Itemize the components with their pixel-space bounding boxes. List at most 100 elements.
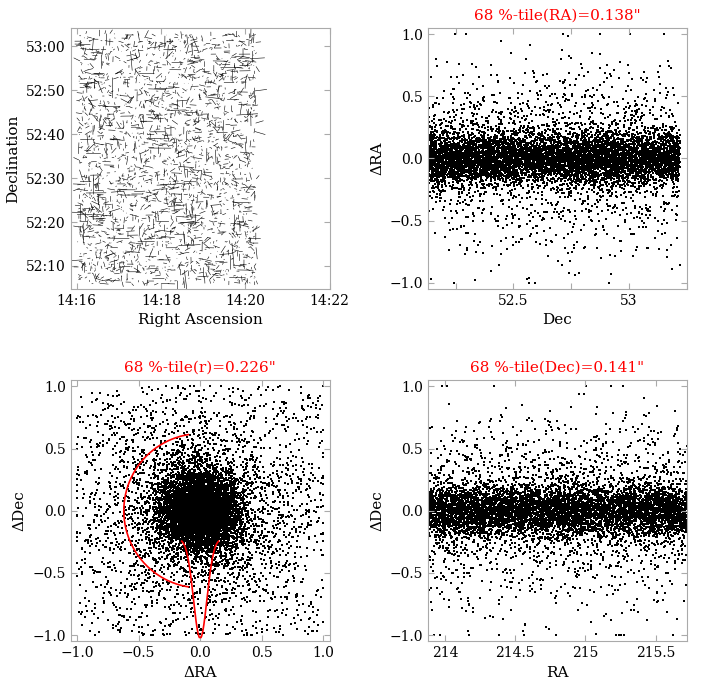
Point bbox=[203, 500, 215, 512]
Point bbox=[454, 158, 465, 169]
Point bbox=[582, 129, 593, 140]
Point bbox=[510, 160, 522, 171]
Point bbox=[568, 165, 579, 176]
Point bbox=[202, 498, 213, 510]
Point bbox=[675, 506, 686, 517]
Point bbox=[505, 93, 516, 104]
Point bbox=[656, 156, 668, 167]
Point bbox=[522, 153, 533, 164]
Point bbox=[423, 508, 435, 519]
Point bbox=[603, 503, 614, 514]
Point bbox=[173, 512, 184, 523]
Point bbox=[515, 498, 526, 510]
Point bbox=[656, 484, 668, 496]
Point bbox=[452, 507, 464, 519]
Point bbox=[295, 381, 307, 392]
Point bbox=[492, 511, 503, 522]
Point bbox=[202, 549, 213, 560]
Point bbox=[658, 149, 669, 160]
Point bbox=[622, 498, 634, 510]
Point bbox=[177, 518, 188, 529]
Point bbox=[514, 116, 525, 127]
Point bbox=[627, 488, 639, 499]
Point bbox=[536, 159, 547, 170]
Point bbox=[541, 147, 552, 158]
Point bbox=[607, 513, 619, 524]
Point bbox=[514, 490, 525, 501]
Point bbox=[112, 604, 123, 615]
Point bbox=[224, 537, 236, 549]
Point bbox=[632, 162, 644, 174]
Point bbox=[161, 457, 173, 468]
Point bbox=[210, 492, 222, 503]
Point bbox=[617, 508, 629, 519]
Point bbox=[538, 167, 549, 178]
Point bbox=[162, 514, 173, 525]
Point bbox=[462, 509, 473, 520]
Point bbox=[159, 528, 171, 539]
Point bbox=[543, 160, 554, 171]
Point bbox=[612, 520, 624, 531]
Point bbox=[188, 492, 199, 503]
Point bbox=[211, 512, 222, 523]
Point bbox=[570, 489, 581, 500]
Point bbox=[667, 491, 678, 503]
Point bbox=[576, 129, 588, 140]
Point bbox=[486, 160, 497, 171]
Point bbox=[207, 468, 219, 479]
Point bbox=[430, 146, 441, 158]
Point bbox=[455, 157, 466, 168]
Point bbox=[552, 153, 563, 164]
Point bbox=[518, 143, 529, 154]
Point bbox=[593, 149, 604, 160]
Point bbox=[439, 440, 450, 451]
Point bbox=[95, 515, 106, 526]
Point bbox=[572, 516, 583, 527]
Point bbox=[190, 503, 201, 514]
Point bbox=[433, 504, 445, 515]
Point bbox=[470, 167, 481, 178]
Point bbox=[531, 497, 542, 508]
Point bbox=[502, 498, 513, 510]
Point bbox=[663, 497, 674, 508]
Point bbox=[173, 520, 184, 531]
Point bbox=[566, 496, 578, 507]
Point bbox=[506, 605, 517, 616]
Point bbox=[152, 519, 163, 530]
Point bbox=[497, 512, 508, 523]
Point bbox=[178, 510, 190, 521]
Point bbox=[426, 139, 438, 150]
Point bbox=[182, 444, 193, 455]
Point bbox=[196, 511, 207, 522]
Point bbox=[445, 518, 456, 529]
Point bbox=[443, 518, 455, 529]
Point bbox=[650, 505, 661, 516]
Point bbox=[463, 533, 474, 544]
Point bbox=[112, 492, 123, 503]
Point bbox=[477, 489, 489, 500]
Point bbox=[240, 502, 251, 513]
Point bbox=[169, 530, 180, 542]
Point bbox=[510, 467, 521, 478]
Point bbox=[182, 517, 193, 528]
Point bbox=[202, 512, 214, 523]
Point bbox=[202, 505, 213, 516]
Point bbox=[200, 506, 211, 517]
Point bbox=[668, 512, 680, 523]
Point bbox=[525, 519, 537, 530]
Point bbox=[173, 464, 184, 475]
Point bbox=[666, 147, 678, 158]
Point bbox=[202, 480, 214, 491]
Point bbox=[625, 135, 636, 146]
Point bbox=[651, 466, 663, 477]
Point bbox=[525, 230, 536, 241]
Point bbox=[197, 485, 208, 496]
Point bbox=[526, 158, 537, 169]
Point bbox=[649, 516, 661, 528]
Point bbox=[549, 520, 561, 531]
Point bbox=[604, 563, 615, 574]
Point bbox=[474, 500, 485, 512]
Point bbox=[663, 510, 675, 521]
Point bbox=[212, 527, 224, 538]
Point bbox=[607, 518, 618, 529]
